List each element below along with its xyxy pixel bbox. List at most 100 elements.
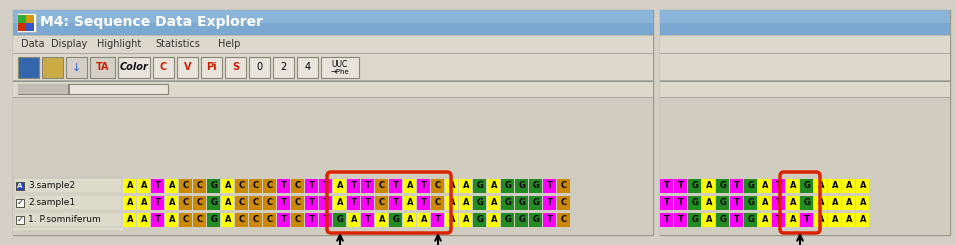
Bar: [13, 23, 653, 35]
Bar: [235, 179, 249, 193]
Bar: [16, 182, 24, 189]
Bar: [787, 179, 799, 193]
Text: A: A: [817, 198, 824, 207]
Bar: [235, 196, 249, 209]
Text: T: T: [155, 181, 161, 190]
Text: G: G: [804, 198, 811, 207]
Bar: [264, 212, 276, 226]
Bar: [250, 179, 263, 193]
Bar: [277, 179, 291, 193]
Text: G: G: [532, 181, 539, 190]
Bar: [13, 10, 653, 35]
Text: A: A: [448, 215, 455, 224]
Bar: [13, 81, 653, 82]
Text: A: A: [463, 181, 469, 190]
Text: S: S: [232, 62, 239, 73]
Bar: [730, 179, 744, 193]
Text: A: A: [859, 198, 866, 207]
Text: G: G: [210, 215, 217, 224]
Bar: [829, 179, 841, 193]
Text: C: C: [183, 215, 189, 224]
Bar: [544, 196, 556, 209]
Bar: [138, 196, 150, 209]
Bar: [235, 212, 249, 226]
Bar: [842, 196, 856, 209]
Text: A: A: [379, 215, 385, 224]
Text: A: A: [141, 215, 147, 224]
Text: T: T: [323, 215, 329, 224]
Text: A: A: [406, 198, 413, 207]
Text: A: A: [859, 215, 866, 224]
Text: T: T: [664, 181, 670, 190]
Bar: [180, 179, 192, 193]
Bar: [758, 179, 771, 193]
Text: →Phe: →Phe: [331, 69, 349, 75]
Text: T: T: [155, 198, 161, 207]
Bar: [225, 57, 246, 78]
Text: 3.sample2: 3.sample2: [28, 181, 76, 190]
Bar: [165, 179, 179, 193]
Bar: [787, 196, 799, 209]
Bar: [14, 212, 122, 227]
Bar: [716, 179, 729, 193]
Bar: [488, 196, 501, 209]
Text: A: A: [790, 198, 796, 207]
Bar: [473, 212, 487, 226]
Bar: [334, 212, 346, 226]
Bar: [530, 196, 542, 209]
Bar: [745, 212, 757, 226]
Bar: [661, 179, 673, 193]
Text: G: G: [691, 181, 699, 190]
Bar: [716, 212, 729, 226]
Bar: [445, 196, 459, 209]
Bar: [193, 179, 206, 193]
Bar: [319, 196, 333, 209]
Bar: [502, 212, 514, 226]
Bar: [165, 212, 179, 226]
Text: G: G: [748, 198, 754, 207]
Text: A: A: [225, 198, 231, 207]
Bar: [703, 179, 715, 193]
Text: A: A: [463, 198, 469, 207]
Bar: [460, 212, 472, 226]
Bar: [660, 10, 950, 235]
Text: T: T: [365, 181, 371, 190]
Text: A: A: [337, 198, 343, 207]
Bar: [800, 179, 814, 193]
Text: T: T: [281, 181, 287, 190]
Bar: [13, 80, 653, 81]
Bar: [745, 179, 757, 193]
Text: A: A: [790, 215, 796, 224]
Text: G: G: [505, 181, 511, 190]
Bar: [321, 57, 359, 78]
Text: G: G: [691, 198, 699, 207]
Bar: [306, 196, 318, 209]
Bar: [292, 179, 305, 193]
Bar: [16, 198, 24, 207]
Bar: [222, 196, 234, 209]
Text: C: C: [295, 198, 301, 207]
Text: ✓: ✓: [16, 198, 24, 207]
Text: T: T: [155, 215, 161, 224]
Text: A: A: [169, 198, 175, 207]
Bar: [488, 212, 501, 226]
Bar: [660, 35, 950, 53]
Bar: [403, 212, 417, 226]
Text: T: T: [547, 198, 553, 207]
Text: C: C: [561, 198, 567, 207]
Text: C: C: [253, 215, 259, 224]
Bar: [249, 57, 270, 78]
Bar: [138, 212, 150, 226]
Text: C: C: [239, 181, 245, 190]
Text: A: A: [846, 181, 852, 190]
Text: A: A: [706, 198, 712, 207]
Text: T: T: [664, 215, 670, 224]
Text: T: T: [547, 215, 553, 224]
Bar: [389, 212, 402, 226]
Bar: [306, 179, 318, 193]
Text: A: A: [706, 181, 712, 190]
Bar: [502, 179, 514, 193]
Bar: [758, 212, 771, 226]
Bar: [18, 84, 68, 94]
Text: T: T: [281, 215, 287, 224]
